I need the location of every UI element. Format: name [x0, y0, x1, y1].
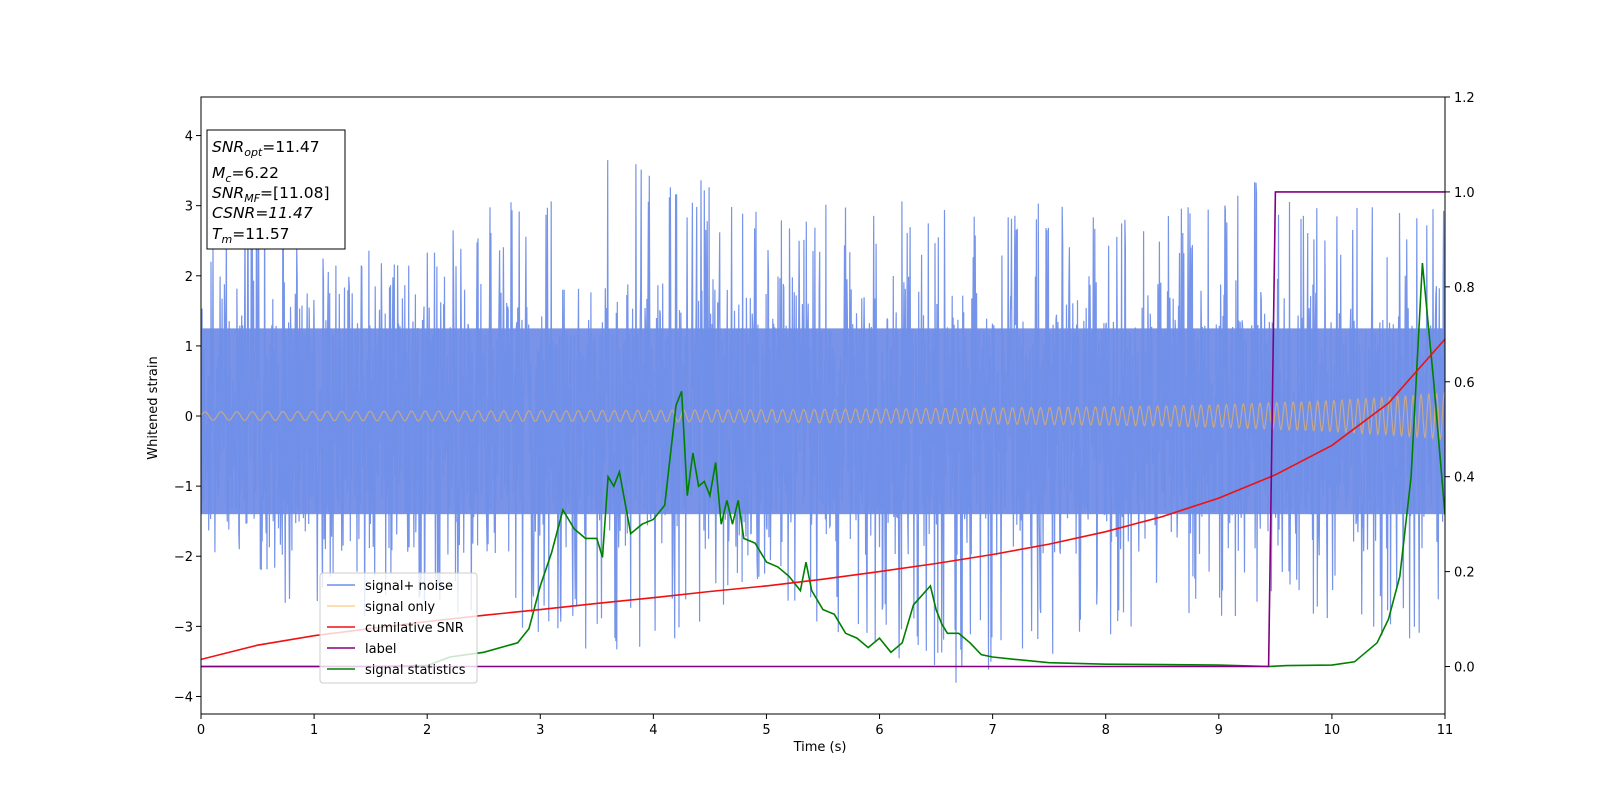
annotation-mc: Mc=6.22 [212, 164, 279, 185]
x-tick-label: 3 [536, 723, 544, 738]
x-tick-label: 11 [1437, 723, 1454, 738]
legend-label-signal-statistics: signal statistics [365, 663, 466, 678]
x-tick-label: 0 [197, 723, 205, 738]
x-tick-label: 7 [988, 723, 996, 738]
y-right-tick-label: 0.0 [1454, 661, 1475, 676]
x-tick-label: 10 [1324, 723, 1341, 738]
x-tick-label: 1 [310, 723, 318, 738]
y-left-tick-label: −4 [174, 690, 193, 705]
legend-label-cumulative-snr: cumilative SNR [365, 621, 464, 636]
x-tick-label: 8 [1102, 723, 1110, 738]
annotation-tm: Tm=11.57 [212, 225, 290, 246]
y-axis-label: Whitened strain [146, 356, 161, 459]
x-tick-label: 4 [649, 723, 657, 738]
annotation-snr-mf-value: =[11.08] [260, 184, 329, 202]
y-right-tick-label: 1.0 [1454, 186, 1475, 201]
y-right-tick-label: 1.2 [1454, 91, 1475, 106]
x-tick-label: 6 [875, 723, 883, 738]
legend-label-signal-only: signal only [365, 600, 435, 615]
y-left-tick-label: 3 [185, 200, 193, 215]
legend-label-label: label [365, 642, 396, 657]
x-tick-label: 2 [423, 723, 431, 738]
annotation-box: SNRopt=11.47 Mc=6.22 SNRMF=[11.08] CSNR=… [206, 129, 346, 250]
legend-label-signal-noise: signal+ noise [365, 579, 453, 594]
legend: signal+ noise signal only cumilative SNR… [319, 572, 478, 684]
x-tick-label: 5 [762, 723, 770, 738]
x-tick-label: 9 [1215, 723, 1223, 738]
y-left-tick-label: 4 [185, 130, 193, 145]
y-right-tick-label: 0.4 [1454, 471, 1475, 486]
y-left-tick-label: 0 [185, 410, 193, 425]
y-left-tick-label: −3 [174, 620, 193, 635]
signal-noise-line [201, 145, 1445, 683]
y-left-tick-label: 1 [185, 340, 193, 355]
legend-frame [319, 572, 478, 684]
annotation-box-border [206, 129, 346, 250]
y-right-tick-label: 0.2 [1454, 566, 1475, 581]
plot-area [201, 145, 1445, 683]
y-right-tick-label: 0.8 [1454, 281, 1475, 296]
annotation-tm-value: =11.57 [232, 225, 289, 243]
annotation-csnr: CSNR=11.47 [212, 204, 313, 222]
axes-frame [200, 96, 1446, 715]
y-left-tick-label: −1 [174, 480, 193, 495]
signal-only-line [201, 391, 1445, 441]
signal-statistics-line [201, 263, 1445, 668]
series-group [201, 145, 1445, 683]
annotation-snr-mf: SNRMF=[11.08] [212, 184, 330, 205]
y-right-tick-label: 0.6 [1454, 376, 1475, 391]
annotation-snr-opt: SNRopt=11.47 [212, 138, 320, 159]
annotation-snr-opt-value: =11.47 [262, 138, 319, 156]
x-axis-label: Time (s) [793, 740, 847, 755]
annotation-mc-value: =6.22 [231, 164, 279, 182]
y-left-tick-label: 2 [185, 270, 193, 285]
ticks: 0 1 2 3 4 5 6 7 8 9 10 11 −4 −3 −2 −1 0 1 2 3 4 0.0 0.2 0.4 0.6 0… [174, 91, 1475, 738]
y-left-tick-label: −2 [174, 550, 193, 565]
label-line [201, 191, 1445, 668]
